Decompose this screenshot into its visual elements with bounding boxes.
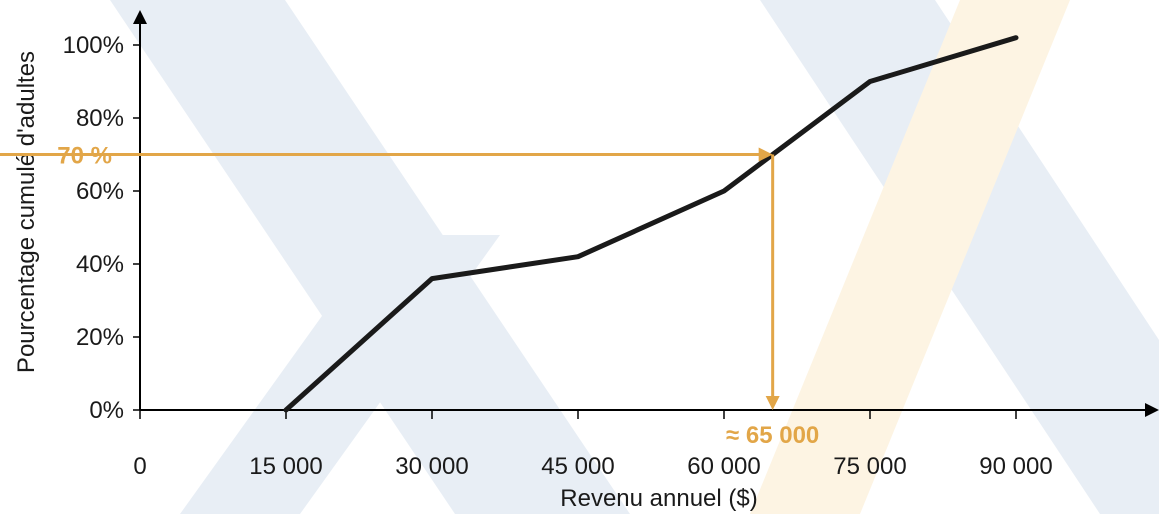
background-watermark <box>110 0 1159 514</box>
x-tick-label: 75 000 <box>833 453 906 480</box>
y-axis-title: Pourcentage cumulé d'adultes <box>13 51 40 373</box>
y-ticks: 0% 20% 40% 60% 80% 100% <box>63 32 140 424</box>
y-tick-label: 40% <box>76 251 124 278</box>
x-ticks: 0 15 000 30 000 45 000 60 000 75 000 90 000 <box>133 410 1053 480</box>
x-tick-label: 60 000 <box>687 453 760 480</box>
y-tick-label: 100% <box>63 32 124 59</box>
x-axis-arrow <box>1145 403 1159 417</box>
annotation-group: 70 % ≈ 65 000 <box>0 143 819 449</box>
y-tick-label: 0% <box>89 397 124 424</box>
x-tick-label: 30 000 <box>395 453 468 480</box>
y-axis <box>133 10 147 410</box>
annotation-vertical-arrow <box>765 396 780 410</box>
series-line <box>283 35 1019 413</box>
annotation-x-label: ≈ 65 000 <box>726 422 819 449</box>
annotation-horizontal-arrow <box>758 147 773 162</box>
y-tick-label: 20% <box>76 324 124 351</box>
x-tick-label: 15 000 <box>249 453 322 480</box>
y-tick-label: 80% <box>76 105 124 132</box>
watermark-band-4 <box>750 0 1070 514</box>
x-tick-label: 90 000 <box>979 453 1052 480</box>
x-tick-label: 45 000 <box>541 453 614 480</box>
annotation-y-label: 70 % <box>57 143 112 170</box>
y-tick-label: 60% <box>76 178 124 205</box>
y-axis-arrow <box>133 10 147 24</box>
series-group <box>283 35 1019 413</box>
x-tick-label: 0 <box>133 453 146 480</box>
x-axis-title: Revenu annuel ($) <box>560 485 757 512</box>
x-axis <box>140 403 1159 417</box>
watermark-band-2 <box>180 235 500 514</box>
